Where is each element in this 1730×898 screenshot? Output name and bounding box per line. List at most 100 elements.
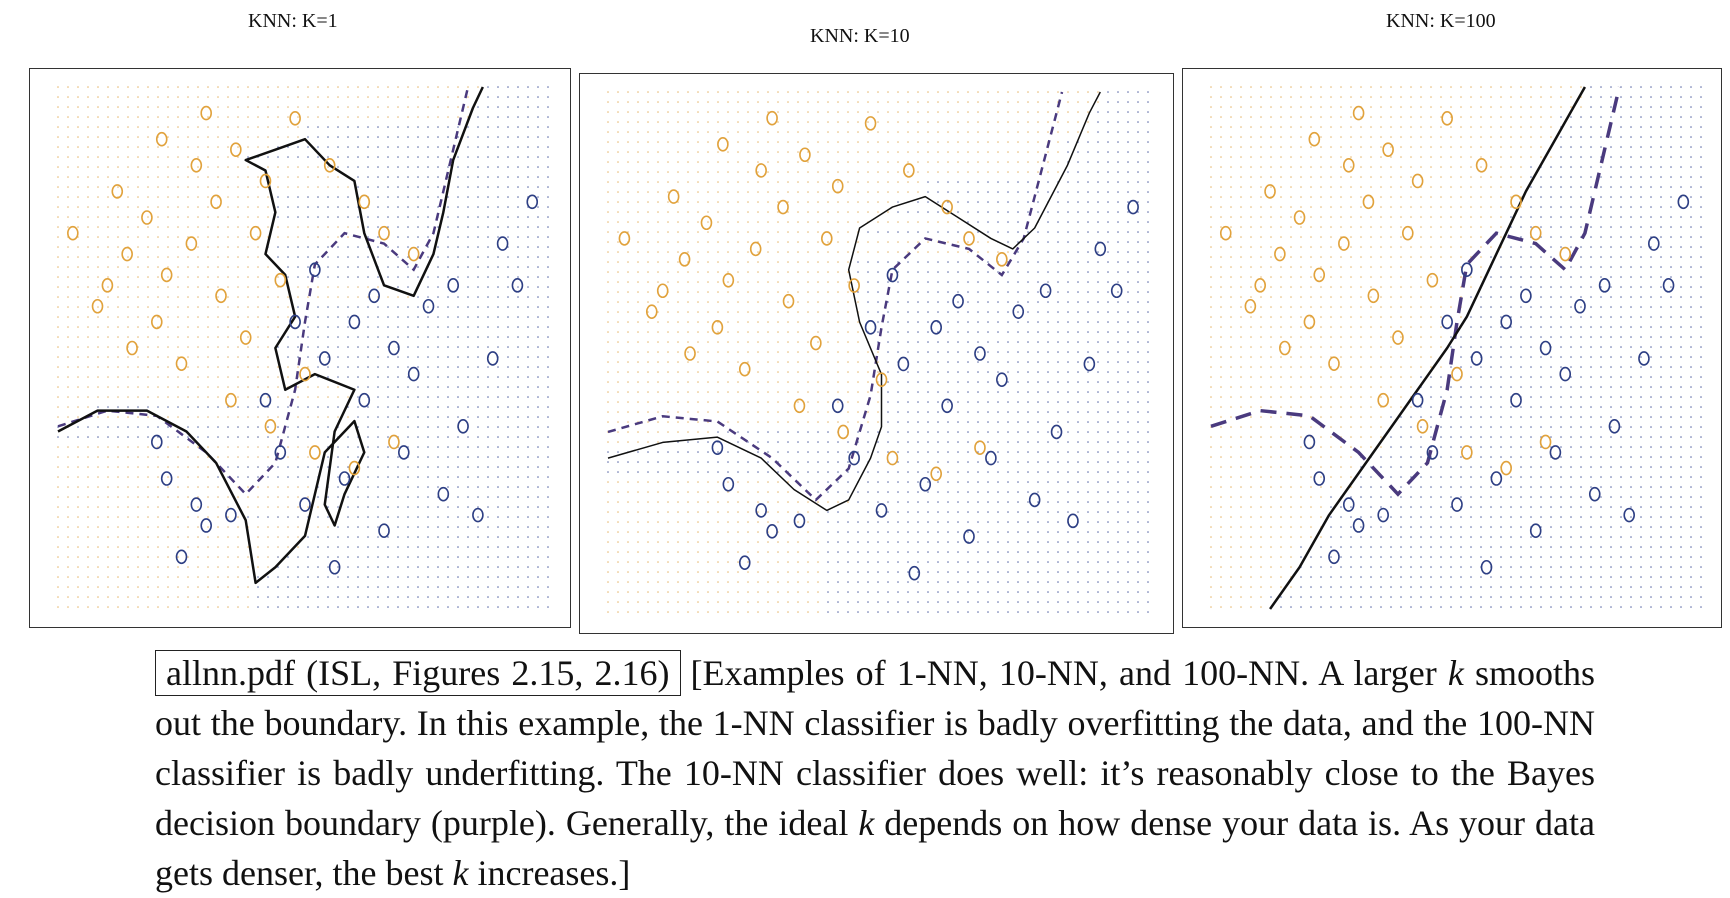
knn-k1-plot <box>29 68 571 628</box>
blue-class-point <box>1559 366 1572 382</box>
knn-k10-plot <box>579 73 1174 634</box>
orange-class-point <box>656 283 669 299</box>
blue-class-point <box>348 314 361 330</box>
orange-class-point <box>1451 366 1463 382</box>
bayes-boundary-line <box>57 86 470 496</box>
orange-class-point <box>799 147 811 163</box>
knn-boundary-line <box>607 91 1101 512</box>
blue-class-point <box>1426 445 1439 460</box>
blue-class-point <box>338 471 351 486</box>
orange-class-point <box>185 236 198 251</box>
orange-class-point <box>821 231 833 246</box>
background-grid <box>607 91 1149 613</box>
orange-class-point <box>160 267 173 283</box>
bayes-boundary-line <box>607 91 1064 502</box>
blue-class-point <box>1549 445 1562 460</box>
blue-class-point <box>447 278 460 293</box>
panel-title-k1: KNN: K=1 <box>248 10 338 32</box>
blue-class-point <box>1050 424 1063 440</box>
orange-class-point <box>358 194 371 210</box>
caption-text-4: increases.] <box>468 853 631 893</box>
blue-class-point <box>289 314 301 330</box>
orange-class-point <box>700 215 713 231</box>
blue-class-point <box>875 503 888 518</box>
blue-class-point <box>486 351 499 366</box>
blue-class-point <box>908 565 921 581</box>
orange-class-point <box>996 252 1008 267</box>
orange-class-point <box>645 304 658 319</box>
orange-class-point <box>101 278 114 293</box>
orange-class-point <box>711 320 724 335</box>
orange-class-point <box>210 194 222 210</box>
orange-class-point <box>299 366 311 382</box>
blue-class-point <box>457 418 469 434</box>
blue-class-point <box>1588 486 1601 502</box>
orange-class-point <box>886 450 899 466</box>
blue-class-point <box>397 445 410 460</box>
blue-class-point <box>1647 236 1660 251</box>
blue-class-point <box>738 555 751 571</box>
orange-class-point <box>766 110 778 126</box>
blue-class-point <box>1539 340 1552 356</box>
blue-class-point <box>1500 314 1513 330</box>
orange-class-point <box>249 225 262 241</box>
orange-class-point <box>1426 272 1439 288</box>
orange-class-point <box>378 225 390 241</box>
bayes-boundary-line <box>1210 86 1622 497</box>
blue-class-point <box>1638 351 1650 366</box>
blue-class-point <box>1039 283 1052 299</box>
orange-class-point <box>1328 356 1340 371</box>
orange-class-point <box>309 445 321 460</box>
orange-class-point <box>1559 246 1572 262</box>
caption-k-3: k <box>452 853 469 893</box>
orange-class-point <box>782 293 795 309</box>
blue-class-point <box>1598 278 1611 293</box>
orange-class-point <box>678 252 691 267</box>
orange-class-point <box>930 466 943 482</box>
blue-class-point <box>274 445 287 460</box>
orange-class-point <box>111 184 124 199</box>
blue-class-point <box>1328 549 1340 565</box>
blue-class-point <box>930 320 943 335</box>
blue-class-point <box>864 320 877 335</box>
orange-class-point <box>289 111 301 126</box>
blue-class-point <box>1377 507 1389 523</box>
orange-class-point <box>151 314 163 330</box>
blue-class-point <box>1623 507 1636 523</box>
orange-class-point <box>1461 445 1473 460</box>
blue-class-point <box>1352 518 1365 533</box>
blue-class-point <box>526 194 539 210</box>
blue-class-point <box>318 351 331 366</box>
blue-class-point <box>358 392 371 408</box>
blue-class-point <box>1470 351 1483 366</box>
panel-title-k10: KNN: K=10 <box>810 25 910 47</box>
blue-class-point <box>407 366 420 382</box>
orange-class-point <box>274 272 287 288</box>
blue-class-point <box>190 497 203 512</box>
blue-class-point <box>1608 418 1621 434</box>
orange-class-point <box>875 372 888 387</box>
orange-class-point <box>1244 298 1257 314</box>
blue-class-point <box>722 476 735 492</box>
orange-class-point <box>1392 330 1404 345</box>
caption-file-label: allnn.pdf (ISL, Figures 2.15, 2.16) <box>155 650 681 696</box>
blue-class-point <box>1303 434 1316 450</box>
background-grid <box>1210 86 1702 608</box>
orange-class-point <box>749 241 762 257</box>
orange-class-point <box>755 163 767 178</box>
blue-class-point <box>1441 314 1453 330</box>
orange-class-point <box>1377 392 1389 408</box>
blue-class-point <box>388 340 400 356</box>
blue-class-point <box>160 471 173 486</box>
blue-class-point <box>974 346 986 361</box>
orange-class-point <box>717 137 729 152</box>
blue-class-point <box>941 398 953 414</box>
blue-class-point <box>711 440 724 455</box>
orange-class-point <box>91 298 104 314</box>
orange-class-point <box>1279 340 1291 356</box>
knn-k100-plot <box>1182 68 1722 628</box>
blue-class-point <box>1677 194 1690 210</box>
orange-class-point <box>864 116 877 131</box>
orange-class-point <box>618 231 631 246</box>
blue-class-point <box>437 486 450 502</box>
